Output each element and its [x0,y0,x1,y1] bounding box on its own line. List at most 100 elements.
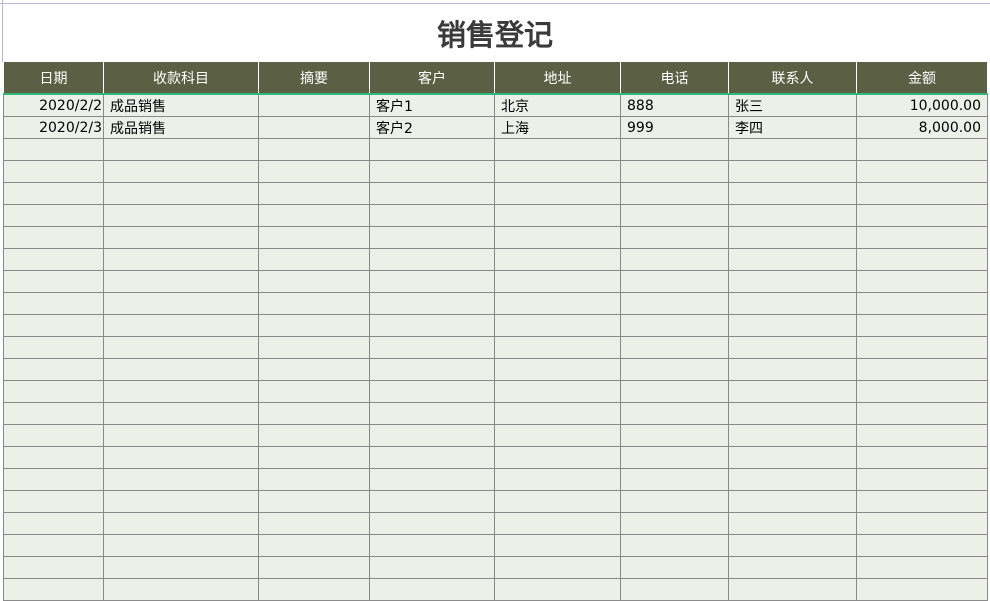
empty-cell[interactable] [856,358,988,381]
empty-cell[interactable] [494,270,621,293]
empty-cell[interactable] [369,402,495,425]
empty-cell[interactable] [103,512,259,535]
empty-cell[interactable] [103,446,259,469]
empty-cell[interactable] [728,358,857,381]
cell-summary[interactable] [258,93,370,117]
cell-phone[interactable]: 999 [620,116,729,139]
cell-phone[interactable]: 888 [620,93,729,117]
empty-cell[interactable] [258,468,370,491]
empty-cell[interactable] [728,424,857,447]
empty-cell[interactable] [856,512,988,535]
empty-cell[interactable] [620,490,729,513]
empty-cell[interactable] [494,358,621,381]
empty-cell[interactable] [856,336,988,359]
empty-cell[interactable] [728,490,857,513]
cell-summary[interactable] [258,116,370,139]
empty-cell[interactable] [369,248,495,271]
empty-cell[interactable] [258,380,370,403]
empty-cell[interactable] [494,424,621,447]
empty-cell[interactable] [3,402,104,425]
empty-cell[interactable] [856,270,988,293]
empty-cell[interactable] [620,270,729,293]
empty-cell[interactable] [103,424,259,447]
empty-cell[interactable] [369,424,495,447]
empty-cell[interactable] [3,336,104,359]
empty-cell[interactable] [856,138,988,161]
cell-address[interactable]: 上海 [494,116,621,139]
empty-cell[interactable] [856,490,988,513]
empty-cell[interactable] [728,204,857,227]
header-summary[interactable]: 摘要 [258,62,370,95]
empty-cell[interactable] [103,402,259,425]
empty-cell[interactable] [103,556,259,579]
empty-cell[interactable] [258,336,370,359]
empty-cell[interactable] [369,314,495,337]
empty-cell[interactable] [3,248,104,271]
empty-cell[interactable] [103,248,259,271]
cell-amount[interactable]: 8,000.00 [856,116,988,139]
cell-customer[interactable]: 客户2 [369,116,495,139]
empty-cell[interactable] [620,292,729,315]
empty-cell[interactable] [856,556,988,579]
empty-cell[interactable] [728,402,857,425]
empty-cell[interactable] [258,402,370,425]
empty-cell[interactable] [856,160,988,183]
empty-cell[interactable] [258,204,370,227]
empty-cell[interactable] [103,160,259,183]
empty-cell[interactable] [369,138,495,161]
empty-cell[interactable] [620,358,729,381]
empty-cell[interactable] [369,160,495,183]
empty-cell[interactable] [620,512,729,535]
empty-cell[interactable] [620,160,729,183]
empty-cell[interactable] [103,336,259,359]
empty-cell[interactable] [3,468,104,491]
empty-cell[interactable] [728,226,857,249]
empty-cell[interactable] [258,490,370,513]
empty-cell[interactable] [369,490,495,513]
empty-cell[interactable] [258,292,370,315]
empty-cell[interactable] [258,512,370,535]
empty-cell[interactable] [494,512,621,535]
empty-cell[interactable] [620,380,729,403]
empty-cell[interactable] [620,182,729,205]
empty-cell[interactable] [494,402,621,425]
empty-cell[interactable] [103,380,259,403]
empty-cell[interactable] [620,534,729,557]
empty-cell[interactable] [856,380,988,403]
empty-cell[interactable] [103,226,259,249]
empty-cell[interactable] [728,182,857,205]
empty-cell[interactable] [494,160,621,183]
cell-amount[interactable]: 10,000.00 [856,93,988,117]
empty-cell[interactable] [369,380,495,403]
empty-cell[interactable] [369,358,495,381]
header-amount[interactable]: 金额 [856,62,988,95]
empty-cell[interactable] [620,248,729,271]
empty-cell[interactable] [494,314,621,337]
cell-subject[interactable]: 成品销售 [103,116,259,139]
empty-cell[interactable] [728,314,857,337]
header-subject[interactable]: 收款科目 [103,62,259,95]
empty-cell[interactable] [856,226,988,249]
empty-cell[interactable] [728,336,857,359]
empty-cell[interactable] [728,468,857,491]
empty-cell[interactable] [620,556,729,579]
empty-cell[interactable] [3,490,104,513]
empty-cell[interactable] [258,556,370,579]
empty-cell[interactable] [728,534,857,557]
empty-cell[interactable] [258,446,370,469]
empty-cell[interactable] [258,358,370,381]
header-customer[interactable]: 客户 [369,62,495,95]
empty-cell[interactable] [369,270,495,293]
header-contact[interactable]: 联系人 [728,62,857,95]
empty-cell[interactable] [103,270,259,293]
empty-cell[interactable] [3,314,104,337]
cell-date[interactable]: 2020/2/3 [3,116,104,139]
empty-cell[interactable] [856,468,988,491]
header-address[interactable]: 地址 [494,62,621,95]
empty-cell[interactable] [728,446,857,469]
empty-cell[interactable] [258,182,370,205]
empty-cell[interactable] [3,424,104,447]
empty-cell[interactable] [3,138,104,161]
empty-cell[interactable] [856,446,988,469]
empty-cell[interactable] [728,138,857,161]
